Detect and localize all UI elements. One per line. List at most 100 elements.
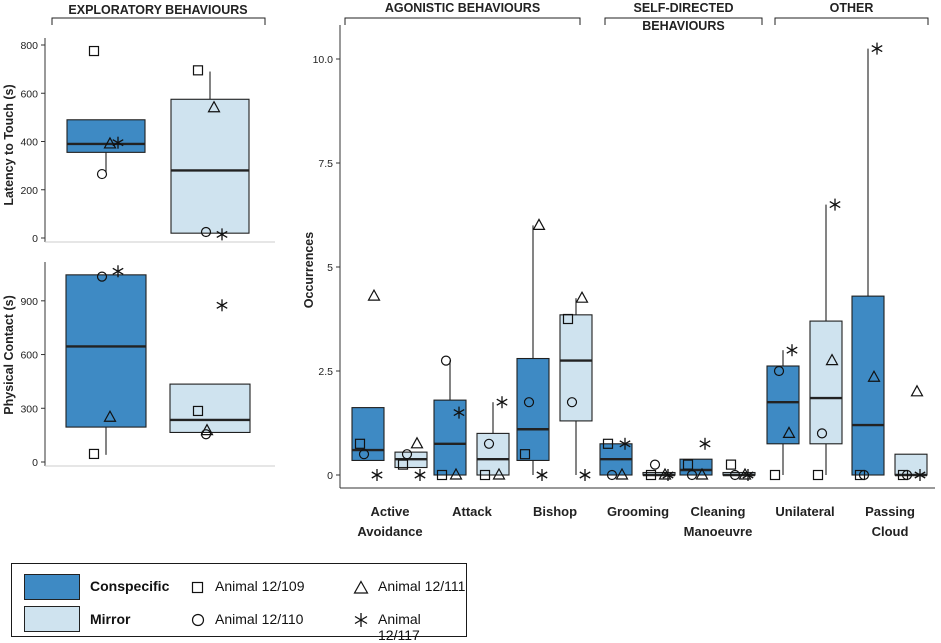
latency-conspecific-point-triangle [103, 136, 117, 149]
category-label-5: Unilateral [775, 504, 834, 519]
occurrences-3-conspecific-point-star-stroke-2 [619, 440, 631, 448]
occurrences-6-conspecific-point-star [871, 42, 883, 55]
section-bracket-0 [344, 17, 581, 25]
occurrences-1-conspecific-point-star [453, 406, 465, 419]
latency-conspecific-box [66, 119, 146, 153]
occurrences-6-mirror-point-square [897, 469, 909, 481]
latency-mirror-box [170, 98, 250, 234]
category-label-2: Bishop [533, 504, 577, 519]
latency-mirror-point-circle-shape [200, 226, 212, 238]
occurrences-4-mirror-point-star [742, 469, 754, 481]
occurrences-2-mirror-point-square-shape [562, 313, 574, 325]
occurrences-3-mirror-point-star-stroke-2 [662, 471, 674, 479]
occurrences-0-conspecific-point-square-shape [354, 438, 366, 449]
contact-mirror-point-star-stroke-2 [216, 301, 228, 309]
occurrences-2-conspecific-box [516, 357, 550, 461]
occurrences-3-conspecific-point-triangle-shape [615, 467, 629, 480]
occurrences-4-conspecific-point-star-stroke-2 [699, 440, 711, 448]
occurrences-1-conspecific-point-square [436, 469, 448, 481]
latency-conspecific-point-circle [96, 168, 108, 180]
occurrences-1-mirror-point-square-shape [479, 469, 491, 481]
occurrences-y-axis-tick-label: 2.5 [318, 366, 333, 378]
occurrences-6-mirror-point-circle-shape [901, 469, 913, 481]
occurrences-0-mirror-point-circle-shape [401, 449, 413, 460]
occurrences-0-mirror-point-star [414, 469, 426, 481]
category-label-1: Attack [452, 504, 493, 519]
contact-conspecific-box [65, 274, 147, 428]
occurrences-5-mirror-box [809, 320, 843, 445]
occurrences-1-conspecific-point-triangle [449, 467, 463, 480]
occurrences-3-conspecific-point-square-shape [602, 438, 614, 449]
legend-label-mirror: Mirror [90, 611, 131, 627]
occurrences-2-conspecific-point-circle-shape [523, 397, 535, 408]
occurrences-4-mirror-point-star-stroke-2 [742, 471, 754, 479]
occurrences-0-conspecific-point-circle-shape [358, 449, 370, 460]
occurrences-y-axis-tick-label: 0 [327, 470, 333, 482]
latency-y-axis-tick-label: 600 [20, 88, 38, 100]
occurrences-0-mirror-point-star-stroke-2 [414, 471, 426, 479]
section-title-2: OTHER [830, 1, 874, 15]
latency-conspecific-point-square-shape [88, 45, 100, 57]
occurrences-6-mirror-point-square-shape [897, 469, 909, 481]
contact-conspecific-point-star [112, 265, 124, 278]
occurrences-3-conspecific-point-star [619, 437, 631, 450]
occurrences-6-conspecific-point-circle-shape [858, 469, 870, 481]
occurrences-5-mirror-point-square-shape [812, 469, 824, 481]
legend-square-icon [191, 581, 204, 594]
contact-mirror-point-circle [200, 429, 212, 440]
occurrences-5-mirror-point-circle-shape [816, 428, 828, 439]
legend-circle-icon [191, 613, 205, 627]
occurrences-4-mirror-point-square [725, 459, 737, 470]
section-bracket-2 [774, 17, 929, 25]
occurrences-1-mirror-point-circle [483, 438, 495, 449]
occurrences-1-mirror-point-star-stroke-2 [496, 398, 508, 406]
occurrences-0-conspecific-point-triangle-shape [367, 288, 381, 301]
latency-conspecific-point-triangle-shape [103, 136, 117, 149]
contact-conspecific-point-triangle [103, 409, 117, 422]
occurrences-3-mirror-point-star [662, 469, 674, 481]
contact-conspecific-point-star-stroke-2 [112, 267, 124, 275]
occurrences-5-conspecific-point-square-shape [769, 469, 781, 481]
latency-mirror-point-circle [200, 226, 212, 238]
legend-label-conspecific: Conspecific [90, 578, 170, 594]
occurrences-5-conspecific-point-circle [773, 365, 785, 377]
legend-swatch-conspecific [24, 574, 80, 600]
occurrences-6-conspecific-point-triangle [867, 369, 881, 382]
occurrences-5-conspecific-point-circle-shape [773, 365, 785, 377]
occurrences-2-mirror-point-triangle-shape [575, 290, 589, 303]
occurrences-5-conspecific-box [766, 365, 800, 445]
contact-conspecific-point-circle [96, 271, 108, 282]
occurrences-2-mirror-point-triangle [575, 290, 589, 303]
occurrences-6-conspecific-point-circle [858, 469, 870, 481]
occurrences-2-mirror-point-star-stroke-2 [579, 471, 591, 479]
occurrences-6-mirror-point-triangle [910, 384, 924, 397]
occurrences-5-mirror-point-circle [816, 428, 828, 439]
occurrences-4-conspecific-point-star [699, 437, 711, 450]
occurrences-5-mirror-point-square [812, 469, 824, 481]
category-label-0: Active [370, 504, 409, 519]
occurrences-y-axis-tick-label: 10.0 [313, 54, 334, 66]
latency-mirror-point-triangle-shape [207, 100, 221, 113]
occurrences-3-conspecific-point-square [602, 438, 614, 449]
section-title-1: BEHAVIOURS [642, 19, 724, 33]
occurrences-0-conspecific-point-circle [358, 449, 370, 460]
legend-label-animal-12-117: Animal 12/117 [378, 611, 421, 643]
occurrences-5-mirror-point-star-stroke-2 [829, 201, 841, 209]
contact-y-label: Physical Contact (s) [2, 295, 16, 414]
occurrences-3-mirror-point-square-shape [645, 469, 657, 481]
legend-triangle-icon [353, 580, 369, 594]
occurrences-2-mirror-point-star [579, 469, 591, 481]
occurrences-4-conspecific-point-circle [686, 469, 698, 481]
occurrences-3-conspecific-point-circle [606, 469, 618, 481]
contact-mirror-box [169, 383, 251, 434]
occurrences-3-mirror-point-square [645, 469, 657, 481]
occurrences-5-conspecific-point-star-stroke-2 [786, 346, 798, 354]
occurrences-2-conspecific-point-square [519, 449, 531, 460]
category-label-6: Passing [865, 504, 915, 519]
occurrences-5-mirror-point-triangle-shape [825, 353, 839, 366]
occurrences-0-mirror-point-square [397, 459, 409, 470]
occurrences-0-conspecific-point-triangle [367, 288, 381, 301]
occurrences-y-axis-tick-label: 7.5 [318, 158, 333, 170]
latency-y-axis-tick-label: 400 [20, 137, 38, 149]
occurrences-6-conspecific-point-triangle-shape [867, 369, 881, 382]
